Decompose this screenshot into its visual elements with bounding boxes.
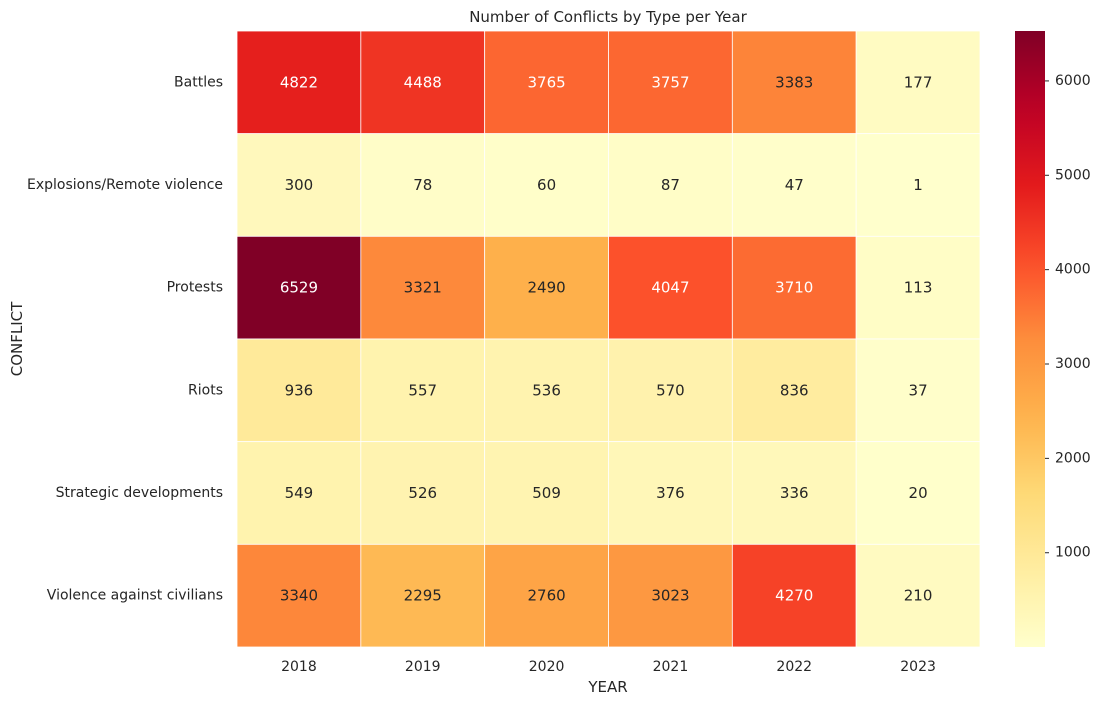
- heatmap-cell: [731, 441, 857, 545]
- y-tick-label: Explosions/Remote violence: [27, 177, 223, 193]
- heatmap-cell: [236, 338, 362, 443]
- x-axis-label: YEAR: [587, 678, 627, 696]
- cell-value-label: 3757: [651, 73, 689, 91]
- colorbar-tick-label: 6000: [1055, 73, 1091, 89]
- y-axis-label: CONFLICT: [8, 301, 26, 376]
- y-axis-ticks: Battles Explosions/Remote violence Protest…: [27, 74, 223, 603]
- cell-value-label: 936: [285, 381, 314, 399]
- cell-value-label: 509: [532, 484, 561, 502]
- heatmap-cell: [360, 338, 486, 443]
- heatmap-cell: [608, 338, 733, 443]
- cell-value-labels: 4822 4488 3765 3757 3383 177 300 78 60 87 47 1 6529 3…: [280, 73, 933, 604]
- cell-value-label: 3340: [280, 587, 318, 605]
- cell-value-label: 557: [408, 381, 437, 399]
- colorbar-tick-label: 5000: [1055, 167, 1091, 183]
- y-tick-label: Battles: [174, 74, 223, 90]
- cell-value-label: 113: [904, 279, 933, 297]
- heatmap-cell: [731, 338, 857, 443]
- x-tick-label: 2019: [405, 659, 441, 675]
- heatmap-cell: [855, 543, 981, 648]
- cell-value-label: 4822: [280, 73, 318, 91]
- cell-value-label: 336: [780, 484, 809, 502]
- y-tick-label: Violence against civilians: [47, 588, 223, 604]
- cell-value-label: 3710: [775, 279, 813, 297]
- heatmap-cell: [360, 133, 486, 237]
- cell-value-label: 836: [780, 381, 809, 399]
- heatmap-cell: [731, 543, 857, 648]
- heatmap-cells: [236, 30, 981, 648]
- heatmap-cell: [236, 543, 362, 648]
- cell-value-label: 1: [913, 176, 923, 194]
- cell-value-label: 3023: [651, 587, 689, 605]
- colorbar-tick-label: 3000: [1055, 356, 1091, 372]
- cell-value-label: 2760: [527, 587, 565, 605]
- heatmap-cell: [484, 338, 609, 443]
- heatmap-cell: [608, 30, 733, 135]
- colorbar-ticks: 1000 2000 3000 4000 5000 6000: [1045, 73, 1091, 561]
- heatmap-cell: [484, 30, 609, 135]
- cell-value-label: 177: [904, 73, 933, 91]
- cell-value-label: 4047: [651, 279, 689, 297]
- colorbar-tick-label: 4000: [1055, 262, 1091, 278]
- x-tick-label: 2022: [776, 659, 812, 675]
- heatmap-cell: [731, 235, 857, 340]
- heatmap-cell: [855, 133, 981, 237]
- chart-title: Number of Conflicts by Type per Year: [469, 8, 747, 26]
- y-tick-label: Strategic developments: [56, 485, 223, 501]
- heatmap-cell: [731, 30, 857, 135]
- colorbar-tick-label: 1000: [1055, 545, 1091, 561]
- heatmap-cell: [484, 441, 609, 545]
- cell-value-label: 3383: [775, 73, 813, 91]
- heatmap-cell: [608, 133, 733, 237]
- heatmap-cell: [608, 543, 733, 648]
- cell-value-label: 78: [413, 176, 432, 194]
- heatmap-cell: [360, 235, 486, 340]
- cell-value-label: 210: [904, 587, 933, 605]
- y-tick-label: Riots: [188, 382, 223, 398]
- x-tick-label: 2021: [653, 659, 689, 675]
- colorbar: [1015, 31, 1045, 647]
- cell-value-label: 376: [656, 484, 685, 502]
- cell-value-label: 526: [408, 484, 437, 502]
- cell-value-label: 87: [661, 176, 680, 194]
- cell-value-label: 3321: [404, 279, 442, 297]
- x-axis-ticks: 2018 2019 2020 2021 2022 2023: [281, 659, 936, 675]
- heatmap-cell: [855, 235, 981, 340]
- y-tick-label: Protests: [167, 280, 223, 296]
- heatmap-cell: [360, 30, 486, 135]
- cell-value-label: 549: [285, 484, 314, 502]
- cell-value-label: 4488: [404, 73, 442, 91]
- x-tick-label: 2020: [529, 659, 565, 675]
- cell-value-label: 37: [909, 381, 928, 399]
- heatmap-cell: [608, 235, 733, 340]
- cell-value-label: 60: [537, 176, 556, 194]
- heatmap-cell: [236, 30, 362, 135]
- cell-value-label: 570: [656, 381, 685, 399]
- heatmap-cell: [855, 30, 981, 135]
- x-tick-label: 2018: [281, 659, 317, 675]
- colorbar-tick-label: 2000: [1055, 450, 1091, 466]
- heatmap-cell: [608, 441, 733, 545]
- cell-value-label: 47: [785, 176, 804, 194]
- cell-value-label: 20: [909, 484, 928, 502]
- heatmap-cell: [236, 441, 362, 545]
- cell-value-label: 6529: [280, 279, 318, 297]
- cell-value-label: 2295: [404, 587, 442, 605]
- cell-value-label: 300: [285, 176, 314, 194]
- heatmap-cell: [236, 235, 362, 340]
- cell-value-label: 3765: [527, 73, 565, 91]
- heatmap-cell: [855, 441, 981, 545]
- cell-value-label: 536: [532, 381, 561, 399]
- heatmap-cell: [855, 338, 981, 443]
- x-tick-label: 2023: [900, 659, 936, 675]
- cell-value-label: 2490: [527, 279, 565, 297]
- heatmap-cell: [484, 235, 609, 340]
- cell-value-label: 4270: [775, 587, 813, 605]
